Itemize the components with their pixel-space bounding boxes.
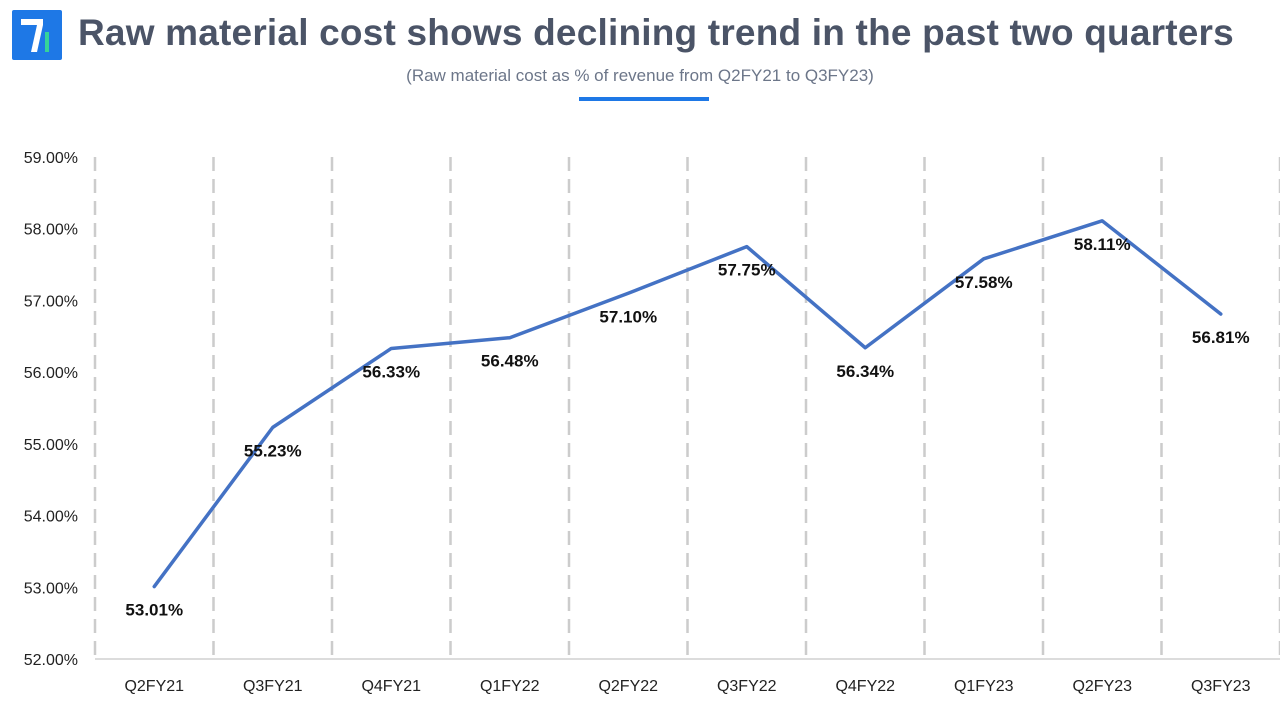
data-label: 55.23% bbox=[244, 441, 302, 460]
y-tick-label: 52.00% bbox=[24, 652, 78, 669]
x-tick-label: Q2FY21 bbox=[124, 678, 184, 695]
data-label: 57.58% bbox=[955, 273, 1013, 292]
y-tick-label: 57.00% bbox=[24, 293, 78, 310]
data-label: 56.48% bbox=[481, 352, 539, 371]
data-label: 56.81% bbox=[1192, 328, 1250, 347]
brand-logo-icon bbox=[12, 10, 62, 60]
x-tick-label: Q4FY22 bbox=[835, 678, 895, 695]
x-tick-label: Q3FY23 bbox=[1191, 678, 1251, 695]
subtitle-underline bbox=[579, 97, 709, 101]
data-label: 56.33% bbox=[362, 362, 420, 381]
page-subtitle: (Raw material cost as % of revenue from … bbox=[406, 66, 874, 85]
data-label: 58.11% bbox=[1074, 235, 1131, 254]
data-label: 56.34% bbox=[836, 362, 894, 381]
x-tick-label: Q2FY23 bbox=[1072, 678, 1132, 695]
y-tick-label: 58.00% bbox=[24, 222, 78, 239]
x-tick-label: Q4FY21 bbox=[361, 678, 421, 695]
y-tick-label: 53.00% bbox=[24, 580, 78, 597]
x-tick-label: Q1FY23 bbox=[954, 678, 1014, 695]
y-tick-label: 59.00% bbox=[24, 150, 78, 167]
x-tick-label: Q2FY22 bbox=[598, 678, 658, 695]
data-label: 53.01% bbox=[125, 601, 183, 620]
y-tick-label: 56.00% bbox=[24, 365, 78, 382]
y-tick-label: 55.00% bbox=[24, 437, 78, 454]
data-label: 57.75% bbox=[718, 261, 776, 280]
x-tick-label: Q1FY22 bbox=[480, 678, 540, 695]
series-line bbox=[152, 219, 1223, 589]
page-title: Raw material cost shows declining trend … bbox=[78, 12, 1234, 53]
x-tick-label: Q3FY21 bbox=[243, 678, 303, 695]
x-tick-label: Q3FY22 bbox=[717, 678, 777, 695]
y-tick-label: 54.00% bbox=[24, 509, 78, 526]
data-label: 57.10% bbox=[599, 307, 657, 326]
